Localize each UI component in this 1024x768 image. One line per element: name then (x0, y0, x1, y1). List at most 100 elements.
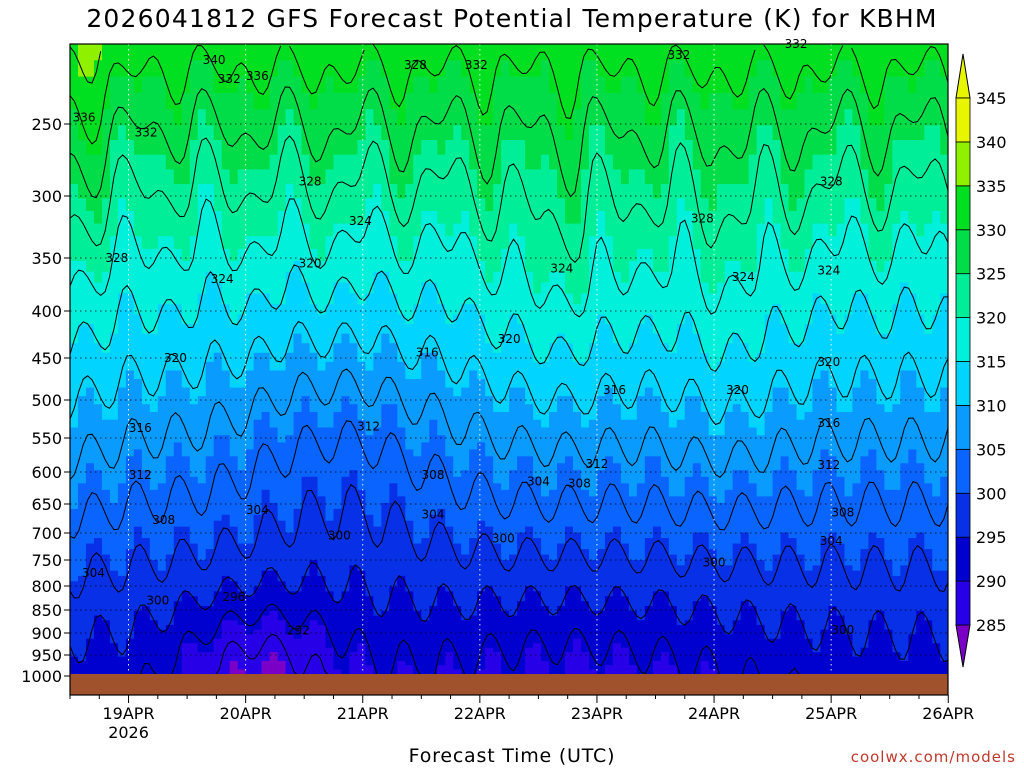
contour-line (851, 46, 948, 110)
contour-label: 308 (422, 468, 445, 482)
colorbar-label: 285 (976, 616, 1007, 635)
colorbar-segment (955, 536, 971, 582)
y-tick-label: 950 (31, 646, 62, 665)
colorbar-label: 305 (976, 440, 1007, 459)
contour-line (70, 368, 948, 480)
y-tick-label: 550 (31, 429, 62, 448)
contour-line (70, 46, 102, 84)
colorbar-label: 310 (976, 396, 1007, 415)
colorbar-under-triangle (955, 624, 971, 668)
contour-label: 324 (349, 214, 372, 228)
contour-label: 308 (568, 477, 591, 491)
y-tick-label: 700 (31, 524, 62, 543)
contour-label: 292 (287, 624, 310, 638)
contour-label: 336 (73, 111, 96, 125)
contour-label: 324 (732, 270, 755, 284)
contour-label: 324 (211, 272, 234, 286)
colorbar-segment (955, 97, 971, 143)
contour-label: 304 (820, 534, 843, 548)
colorbar-label: 345 (976, 89, 1007, 108)
contour-label: 316 (416, 345, 439, 359)
contour-line (763, 44, 844, 100)
contour-line (289, 46, 365, 95)
y-tick-label: 900 (31, 624, 62, 643)
contour-label: 304 (527, 475, 550, 489)
contour-label: 300 (492, 531, 515, 545)
colorbar-label: 295 (976, 528, 1007, 547)
contour-label: 328 (105, 251, 128, 265)
contour-label: 320 (498, 332, 521, 346)
colorbar-segment (955, 141, 971, 187)
contour-label: 320 (726, 383, 749, 397)
colorbar-over-triangle (955, 53, 971, 99)
contour-label: 304 (246, 503, 269, 517)
contour-label: 332 (465, 58, 488, 72)
chart-title: 2026041812 GFS Forecast Potential Temper… (86, 4, 938, 33)
contour-label: 320 (817, 355, 840, 369)
colorbar-label: 320 (976, 309, 1007, 328)
contour-label: 304 (422, 507, 445, 521)
y-tick-label: 750 (31, 551, 62, 570)
contour-label: 308 (152, 513, 175, 527)
credit-link[interactable]: coolwx.com/models (850, 748, 1016, 766)
colorbar-label: 340 (976, 133, 1007, 152)
y-tick-label: 350 (31, 249, 62, 268)
x-axis-label: Forecast Time (UTC) (408, 745, 616, 767)
contour-label: 324 (550, 262, 573, 276)
contour-label: 320 (299, 256, 322, 270)
contour-label: 296 (222, 590, 245, 604)
contour-label: 336 (246, 69, 269, 83)
x-year-label: 2026 (108, 723, 149, 742)
colorbar-label: 325 (976, 265, 1007, 284)
contour-label: 308 (831, 506, 854, 520)
contour-label: 300 (146, 593, 169, 607)
x-tick-label: 22APR (454, 704, 506, 723)
contour-label: 328 (404, 58, 427, 72)
contour-label: 300 (703, 556, 726, 570)
x-tick-label: 21APR (337, 704, 389, 723)
colorbar-segment (955, 317, 971, 362)
x-tick-label: 23APR (571, 704, 623, 723)
y-tick-label: 500 (31, 391, 62, 410)
contour-line (70, 420, 948, 539)
contour-label: 316 (817, 416, 840, 430)
contour-label: 316 (129, 421, 152, 435)
y-tick-label: 600 (31, 463, 62, 482)
contour-line (70, 561, 948, 664)
contour-label: 328 (691, 211, 714, 225)
contour-line (70, 135, 948, 264)
colorbar-segment (955, 405, 971, 450)
colorbar-segment (955, 273, 971, 318)
contour-label: 320 (164, 351, 187, 365)
x-tick-label: 24APR (688, 704, 740, 723)
y-tick-label: 650 (31, 495, 62, 514)
y-axis: 250 300 350 400 450 500 550 600 650 700 750 800 850 9… (21, 115, 70, 686)
x-tick-label: 26APR (922, 704, 974, 723)
colorbar-label: 315 (976, 353, 1007, 372)
y-tick-label: 1000 (21, 667, 62, 686)
colorbar-label: 290 (976, 572, 1007, 591)
contour-label: 312 (129, 468, 152, 482)
y-tick-label: 300 (31, 187, 62, 206)
contour-label: 332 (218, 72, 241, 86)
contour-label: 340 (203, 53, 226, 67)
contour-label: 328 (299, 175, 322, 189)
colorbar-segment (955, 580, 971, 626)
y-tick-label: 800 (31, 577, 62, 596)
colorbar-label: 335 (976, 177, 1007, 196)
y-tick-label: 850 (31, 601, 62, 620)
contour-label: 312 (357, 420, 380, 434)
x-tick-label: 19APR (103, 704, 155, 723)
x-tick-label: 25APR (805, 704, 857, 723)
contour-label: 332 (135, 126, 158, 140)
contour-label: 328 (820, 175, 843, 189)
y-tick-label: 450 (31, 349, 62, 368)
colorbar-segment (955, 361, 971, 406)
contour-label: 304 (82, 566, 105, 580)
colorbar-segment (955, 185, 971, 231)
colorbar-segment (955, 448, 971, 494)
colorbar-label: 330 (976, 221, 1007, 240)
ground-surface (70, 674, 948, 695)
